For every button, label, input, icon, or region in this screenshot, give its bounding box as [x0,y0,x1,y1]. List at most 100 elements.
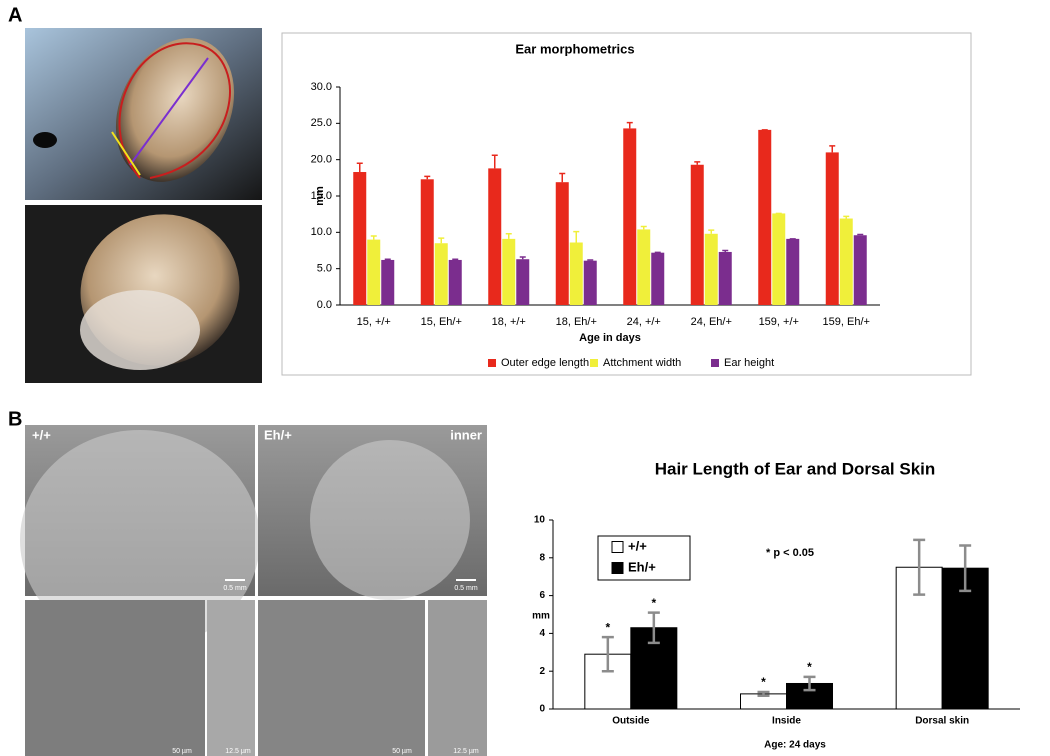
significance-mark: * [761,675,766,689]
eye [33,132,57,148]
y-tick-label: 10 [534,515,546,526]
error-bar [491,154,498,169]
y-tick-label: 0 [539,704,545,715]
y-tick-label: 6 [539,590,545,601]
scale-label: 0.5 mm [454,585,478,592]
error-bar [370,235,377,240]
x-tick-label: 24, +/+ [627,316,661,328]
y-tick-label: 15.0 [311,190,332,202]
bar [434,243,448,305]
bar [651,252,665,305]
sem-image [25,600,205,756]
x-tick-label: 18, +/+ [492,316,526,328]
bar [825,152,839,305]
x-tick-label: Outside [612,716,650,727]
bar [583,260,597,305]
scale-label: 50 µm [172,748,192,755]
chart-title: Hair Length of Ear and Dorsal Skin [655,459,936,478]
error-bar [587,259,594,261]
bar [488,168,502,305]
error-bar [843,215,850,219]
arrow [129,57,209,166]
x-tick-label: 15, Eh/+ [421,316,462,328]
error-bar [959,544,972,593]
arrow [118,42,231,179]
error-bar [803,675,816,692]
error-bar [626,121,633,129]
y-tick-label: 4 [539,628,545,639]
legend-swatch [611,541,624,553]
x-tick-label: 24, Eh/+ [691,316,732,328]
bar [381,259,395,305]
x-tick-label: 18, Eh/+ [556,316,597,328]
sem-image [207,600,255,756]
legend-swatch [611,562,624,574]
y-tick-label: 25.0 [311,117,332,129]
error-bar [601,635,614,673]
scale-label: 12.5 µm [225,748,251,755]
bar [853,235,867,305]
error-bar [424,175,431,180]
error-bar [640,225,647,230]
bar [718,251,732,305]
sem-ear [310,440,470,600]
fur [80,290,200,370]
bar [516,259,530,305]
arrow [111,131,141,176]
panel-label: A [8,4,22,26]
error-bar [694,161,701,165]
legend-swatch [711,359,719,367]
bar [502,238,516,305]
y-tick-label: 30.0 [311,81,332,93]
y-axis-label: mm [532,611,550,622]
bar [448,259,462,305]
legend-label: Outer edge length [501,357,589,369]
annotation: * p < 0.05 [766,547,814,559]
bar [569,242,583,305]
bar [758,129,772,305]
y-tick-label: 2 [539,666,545,677]
panel-label: B [8,408,22,430]
bar [690,164,704,305]
error-bar [722,249,729,252]
photo-label: Eh/+ [264,427,292,442]
ear [115,38,235,182]
legend-label: Attchment width [603,357,681,369]
x-tick-label: 159, +/+ [759,316,799,328]
bar [772,213,786,305]
sem-image [258,600,425,756]
error-bar [559,172,566,183]
legend-swatch [488,359,496,367]
error-bar [438,237,445,244]
bar [420,179,434,305]
error-bar [757,690,770,698]
error-bar [519,256,526,260]
x-tick-label: 15, +/+ [357,316,391,328]
x-tick-label: Inside [772,716,801,727]
x-axis-label: Age: 24 days [764,740,826,751]
error-bar [505,233,512,239]
ear-photos [25,28,262,383]
error-bar [356,162,363,173]
y-tick-label: 8 [539,552,545,563]
error-bar [708,229,715,234]
y-tick-label: 0.0 [317,299,332,311]
x-tick-label: Dorsal skin [915,716,969,727]
y-axis-label: mm [314,186,326,206]
error-bar [573,230,580,243]
x-tick-label: 159, Eh/+ [823,316,870,328]
bar [839,218,853,305]
scale-label: 0.5 mm [223,585,247,592]
bar [353,172,367,305]
y-tick-label: 5.0 [317,263,332,275]
x-axis-label: Age in days [579,332,641,344]
sem-images: +/+ Eh/+ inner 0.5 mm 0.5 mm 50 µm 12.5 … [20,425,487,756]
chart-title: Ear morphometrics [515,41,634,56]
significance-mark: * [807,660,812,674]
y-tick-label: 20.0 [311,154,332,166]
bar [704,233,718,305]
sem-ear [20,430,260,650]
error-bar [829,145,836,153]
bar [367,239,381,305]
bar [555,182,569,305]
